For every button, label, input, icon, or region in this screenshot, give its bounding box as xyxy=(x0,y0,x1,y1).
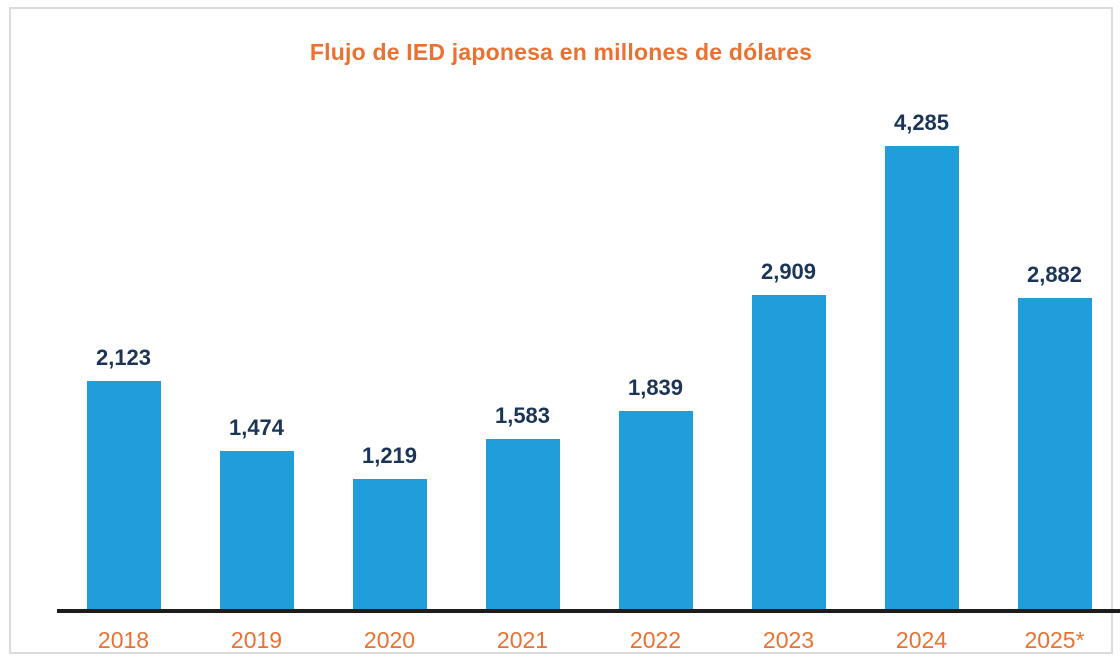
bar-value-label: 2,123 xyxy=(95,345,152,370)
bar xyxy=(618,411,693,611)
bar-column: 1,583 xyxy=(456,9,589,611)
bar-value-label: 2,909 xyxy=(760,259,817,284)
x-axis-tick-label: 2020 xyxy=(363,627,416,653)
bar-column: 1,474 xyxy=(190,9,323,611)
bar-value-label: 1,219 xyxy=(361,443,418,468)
x-axis-tick-label: 2025* xyxy=(1024,627,1085,653)
bar-value-label: 1,839 xyxy=(627,375,684,400)
bar xyxy=(884,146,959,611)
bar-value-label: 4,285 xyxy=(893,110,950,135)
bar-column: 1,839 xyxy=(589,9,722,611)
bar xyxy=(219,451,294,611)
bar xyxy=(485,439,560,611)
plot-area: 2,123 1,474 1,219 1,583 1,839 2,909 4,28… xyxy=(57,9,1120,611)
bar-column: 2,123 xyxy=(57,9,190,611)
x-axis-tick-labels: 2018 2019 2020 2021 2022 2023 2024 2025* xyxy=(57,627,1120,654)
bar-value-label: 1,583 xyxy=(494,403,551,428)
bar xyxy=(352,479,427,611)
bar-value-label: 2,882 xyxy=(1026,262,1083,287)
x-axis-tick-label: 2024 xyxy=(895,627,948,653)
x-axis-tick-label: 2021 xyxy=(496,627,549,653)
bar-column: 2,882 xyxy=(988,9,1120,611)
x-axis-tick-label: 2023 xyxy=(762,627,815,653)
bar xyxy=(1017,298,1092,611)
x-axis-tick-label: 2019 xyxy=(230,627,283,653)
bar xyxy=(751,295,826,611)
chart-frame: Flujo de IED japonesa en millones de dól… xyxy=(9,7,1120,654)
x-axis-line xyxy=(57,609,1120,613)
chart-title: Flujo de IED japonesa en millones de dól… xyxy=(309,39,813,65)
bar-value-label: 1,474 xyxy=(228,415,285,440)
bar-column: 4,285 xyxy=(855,9,988,611)
x-axis-tick-label: 2018 xyxy=(97,627,150,653)
bar-column: 2,909 xyxy=(722,9,855,611)
x-axis-tick-label: 2022 xyxy=(629,627,682,653)
bar-column: 1,219 xyxy=(323,9,456,611)
bar xyxy=(86,381,161,611)
